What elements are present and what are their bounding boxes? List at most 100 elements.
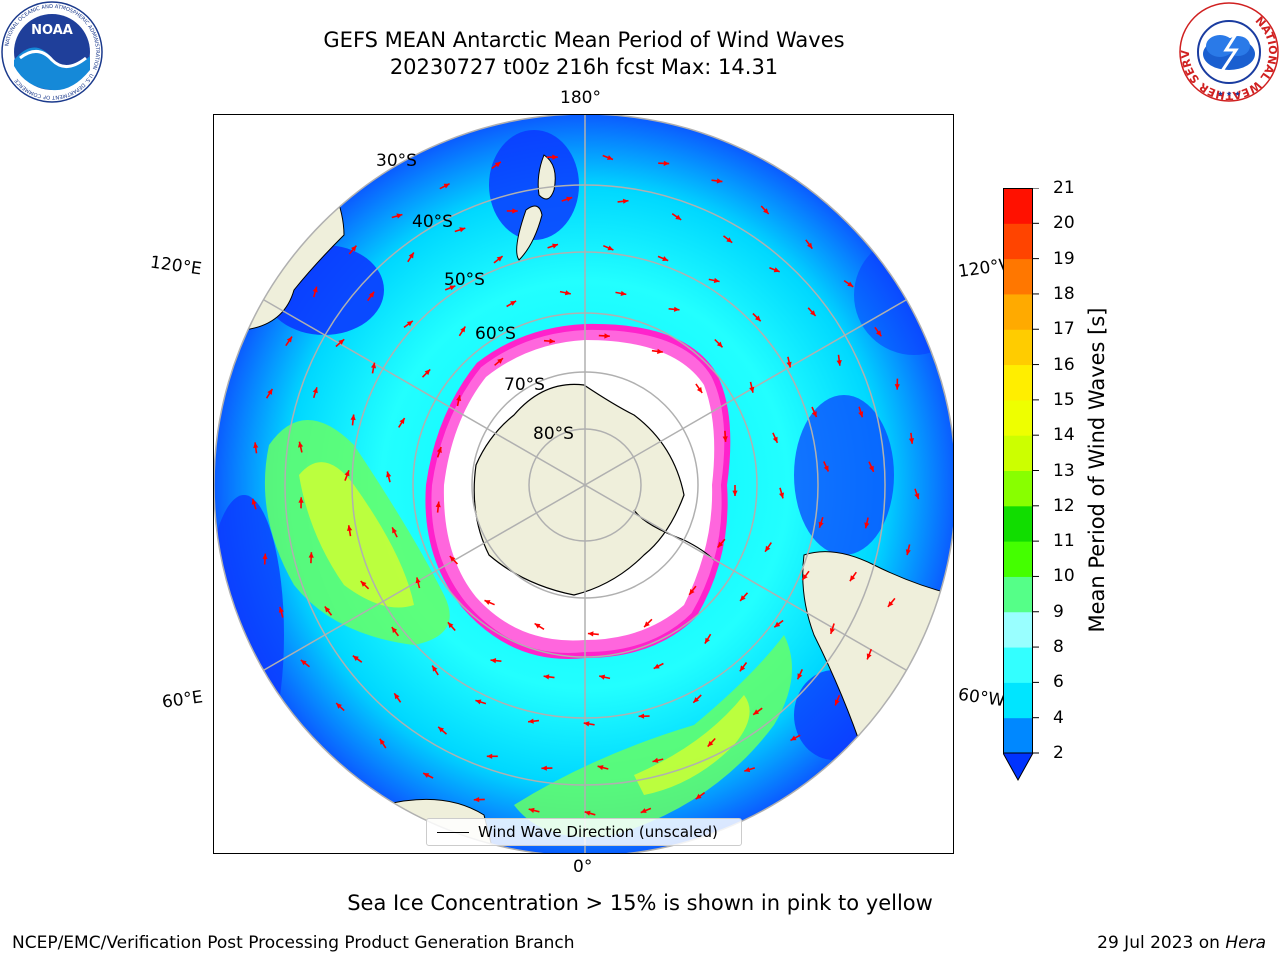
wave-arrow-head <box>510 300 517 306</box>
wave-arrow-head <box>338 339 345 345</box>
wave-arrow-head <box>379 738 385 745</box>
wave-arrow-head <box>552 243 558 249</box>
wave-arrow-head <box>449 556 456 562</box>
colorbar-segment <box>1003 647 1033 683</box>
wave-arrow-head <box>473 797 480 803</box>
colorbar <box>1003 188 1039 782</box>
wave-arrow-head <box>704 637 710 644</box>
wave-arrow-head <box>300 660 307 666</box>
wave-arrow-head <box>423 773 430 778</box>
wave-arrow-head <box>695 793 702 800</box>
wave-arrow-head <box>490 658 497 664</box>
polar-map[interactable] <box>214 115 954 854</box>
wave-arrow-head <box>394 693 400 700</box>
wave-arrow-head <box>722 436 728 442</box>
svg-text:★ ★ ★: ★ ★ ★ <box>1217 90 1240 98</box>
wave-arrow-head <box>755 315 761 322</box>
wave-arrow-head <box>286 336 292 343</box>
wave-arrow-head <box>689 588 695 595</box>
colorbar-segment <box>1003 188 1033 224</box>
lat-label: 70°S <box>504 375 545 395</box>
wave-arrow-head <box>864 522 870 529</box>
sea-ice-note: Sea Ice Concentration > 15% is shown in … <box>347 891 933 915</box>
swell-zone-west-core <box>299 462 414 608</box>
colorbar-tick-label: 11 <box>1053 531 1075 552</box>
wave-arrow-head <box>713 277 720 283</box>
footer-host: Hera <box>1225 933 1266 953</box>
wave-arrow-head <box>396 213 403 219</box>
wave-arrow-head <box>869 465 874 472</box>
wave-arrow-head <box>360 581 367 587</box>
wave-arrow-head <box>739 665 746 672</box>
wave-arrow-head <box>528 807 535 813</box>
wave-arrow-head <box>657 348 663 354</box>
wave-arrow-head <box>908 438 915 444</box>
madagascar-land <box>214 768 298 831</box>
wave-arrow-head <box>399 418 405 424</box>
colorbar-segment <box>1003 505 1033 542</box>
colorbar-label: Mean Period of Wind Waves [s] <box>1085 307 1109 633</box>
wave-arrow-head <box>438 726 444 733</box>
lon-label-0: 0° <box>573 857 593 877</box>
wave-arrow-head <box>386 471 392 478</box>
wave-arrow-head <box>460 326 466 333</box>
colorbar-segment <box>1003 293 1033 330</box>
wave-arrow-head <box>765 545 771 552</box>
wave-arrow-head <box>858 411 864 418</box>
wave-arrow-head <box>392 527 397 534</box>
wave-arrow-head <box>829 628 835 634</box>
wave-arrow-head <box>368 291 375 298</box>
colorbar-tick-label: 2 <box>1053 743 1064 763</box>
wave-arrow-head <box>447 622 454 629</box>
wave-arrow-head <box>308 552 314 558</box>
wave-arrow-head <box>347 525 353 531</box>
wave-arrow-head <box>673 306 680 312</box>
wave-arrow-head <box>622 198 629 204</box>
wave-arrow-head <box>352 655 359 661</box>
wave-arrow-head <box>312 387 318 394</box>
footer-date: 29 Jul 2023 on Hera <box>1097 933 1266 953</box>
colorbar-segment <box>1003 329 1033 366</box>
wave-arrow-head <box>732 490 738 496</box>
wave-arrow-head <box>443 183 450 189</box>
graticule <box>214 115 953 853</box>
wave-arrow-head <box>744 767 751 773</box>
colorbar-tick-label: 13 <box>1053 460 1075 481</box>
map-legend: Wind Wave Direction (unscaled) <box>426 818 742 846</box>
wave-arrow-head <box>324 606 331 613</box>
wave-arrow-head <box>312 286 318 293</box>
wave-arrow-head <box>391 627 398 633</box>
wave-arrow-head <box>475 699 482 705</box>
colorbar-segment <box>1003 223 1033 260</box>
wave-arrow-head <box>298 497 304 503</box>
map-panel[interactable] <box>213 114 954 854</box>
noaa-wordmark: NOAA <box>31 23 73 38</box>
wave-arrow-head <box>350 414 356 421</box>
colorbar-outline <box>1003 188 1033 754</box>
wave-arrow-head <box>496 256 503 262</box>
wave-arrow-head <box>278 606 284 613</box>
wave-arrow-head <box>818 521 824 528</box>
colorbar-segment <box>1003 399 1033 436</box>
colorbar-segment <box>1003 470 1033 507</box>
wave-arrow-head <box>653 663 660 669</box>
lon-label-180: 180° <box>560 88 601 108</box>
wave-arrow-head <box>456 395 462 402</box>
wave-arrow-head <box>566 196 573 202</box>
wave-arrow-head <box>786 361 792 368</box>
wave-arrow-head <box>810 310 816 316</box>
wave-arrow-head <box>251 498 257 505</box>
wave-arrow-head <box>597 765 604 771</box>
wave-arrow-head <box>534 623 541 629</box>
wave-arrow-head <box>436 447 442 453</box>
nws-logo: NATIONAL WEATHER SERVICE ★ ★ ★ <box>1178 0 1279 102</box>
wave-arrow-head <box>887 601 894 607</box>
wave-arrow-head <box>779 492 784 499</box>
wave-arrow-head <box>494 161 501 168</box>
wave-arrow-head <box>675 214 682 220</box>
colorbar-tick-label: 17 <box>1053 319 1075 340</box>
colorbar-tick-label: 20 <box>1053 213 1075 234</box>
colorbar-tick-label: 8 <box>1053 637 1064 658</box>
wave-arrow-head <box>644 621 650 628</box>
wave-arrow-head <box>424 369 431 376</box>
